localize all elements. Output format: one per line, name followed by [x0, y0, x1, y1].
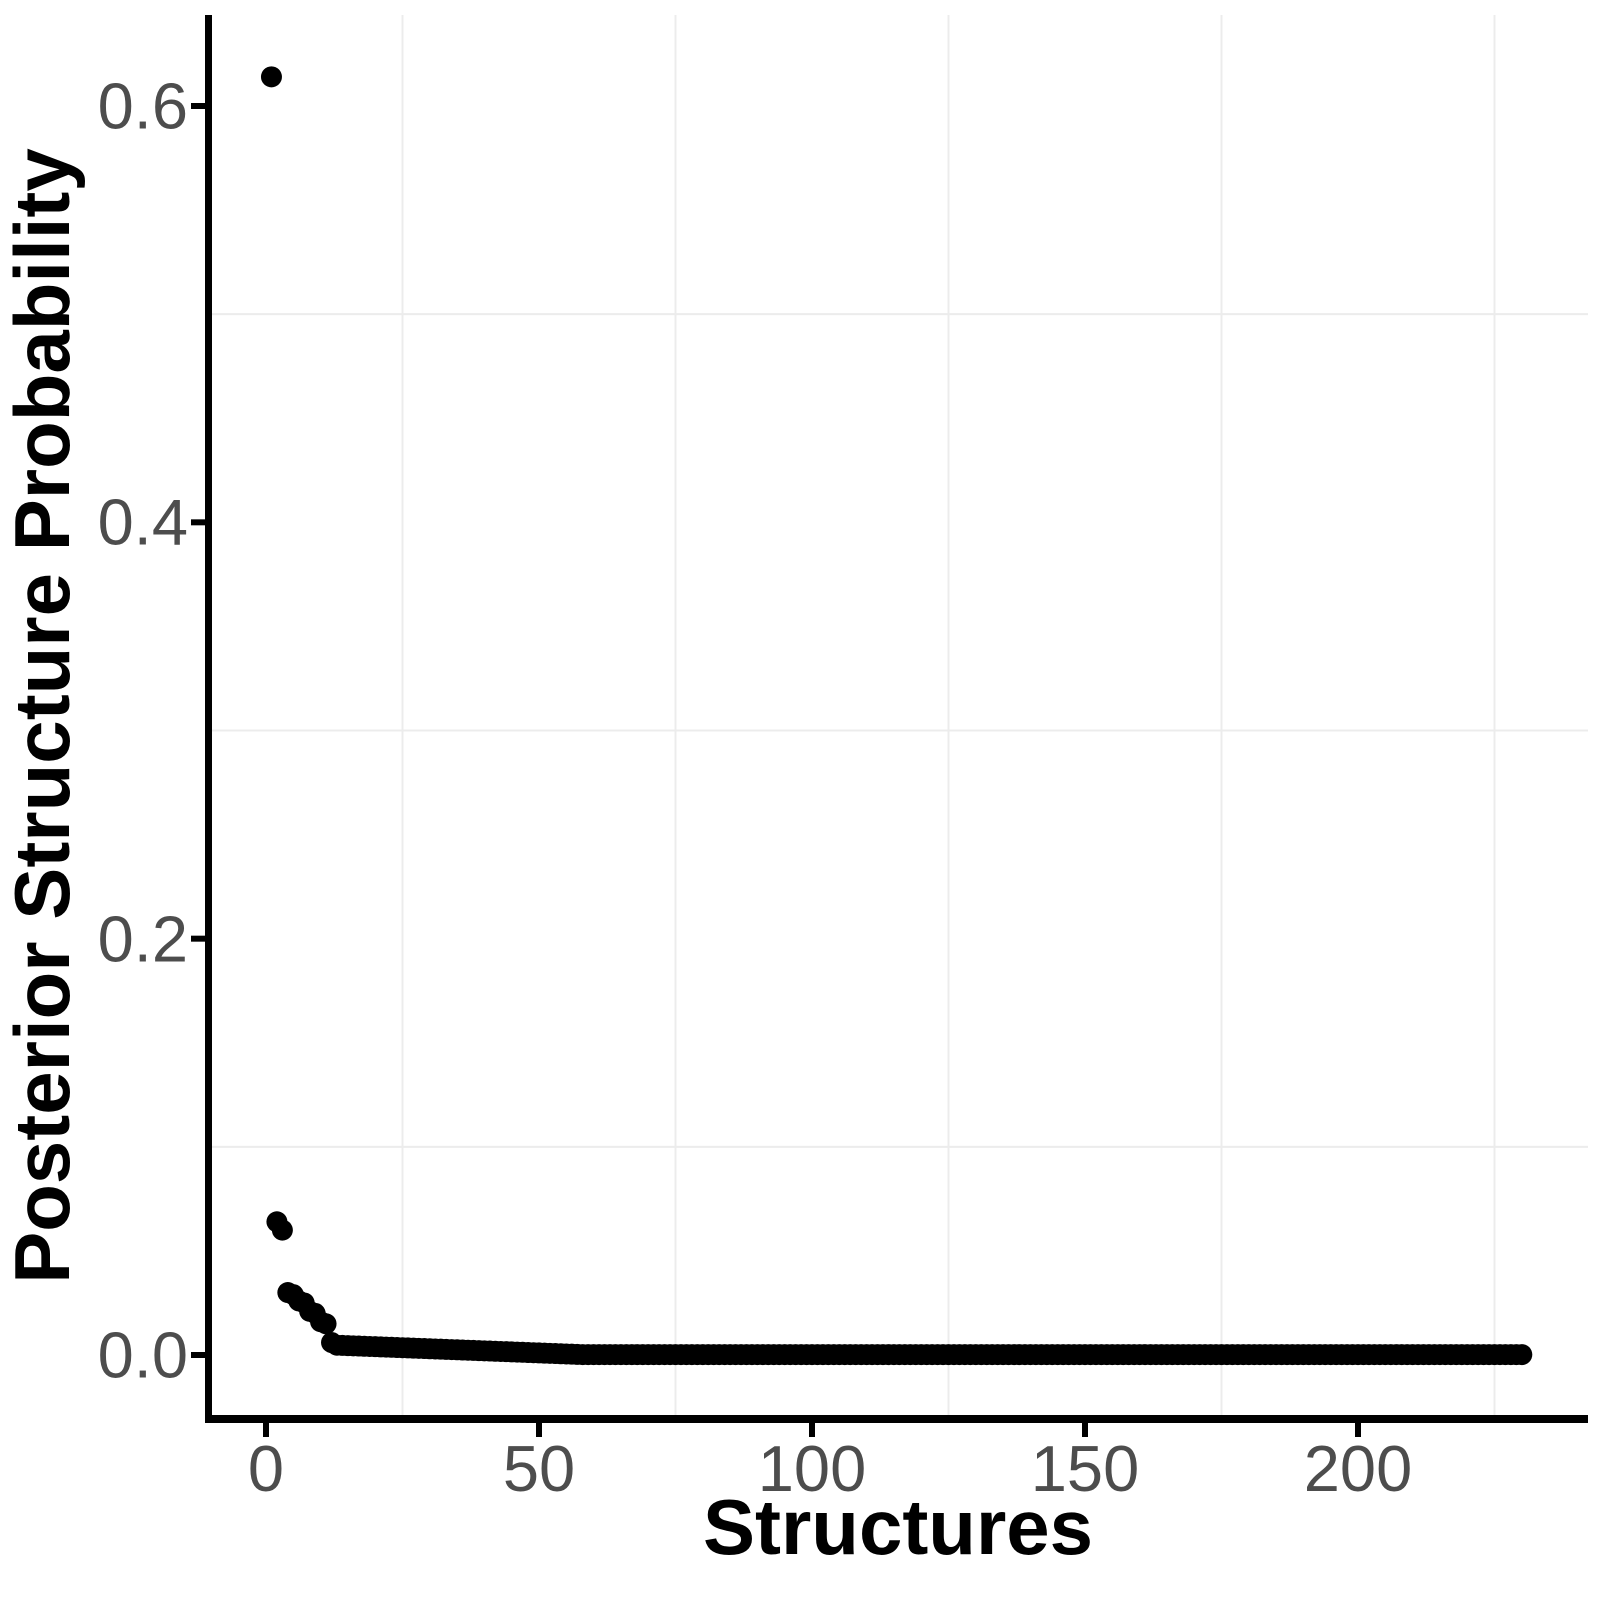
data-point: [315, 1313, 337, 1335]
x-tick-label: 50: [502, 1432, 576, 1505]
y-tick-label: 0.4: [97, 485, 188, 559]
data-point: [260, 66, 282, 88]
y-tick-label: 0.6: [97, 69, 188, 143]
x-tick-label: 0: [247, 1432, 285, 1505]
data-point: [1511, 1344, 1533, 1366]
x-axis-title: Structures: [702, 1483, 1094, 1571]
x-tick-label: 200: [1303, 1432, 1413, 1505]
x-tick-label: 150: [1030, 1432, 1140, 1505]
y-tick-label: 0.2: [97, 902, 188, 976]
x-tick-label: 100: [757, 1432, 867, 1505]
data-point: [271, 1219, 293, 1241]
y-axis-title: Posterior Structure Probability: [0, 148, 86, 1284]
y-tick-label: 0.0: [97, 1318, 188, 1392]
